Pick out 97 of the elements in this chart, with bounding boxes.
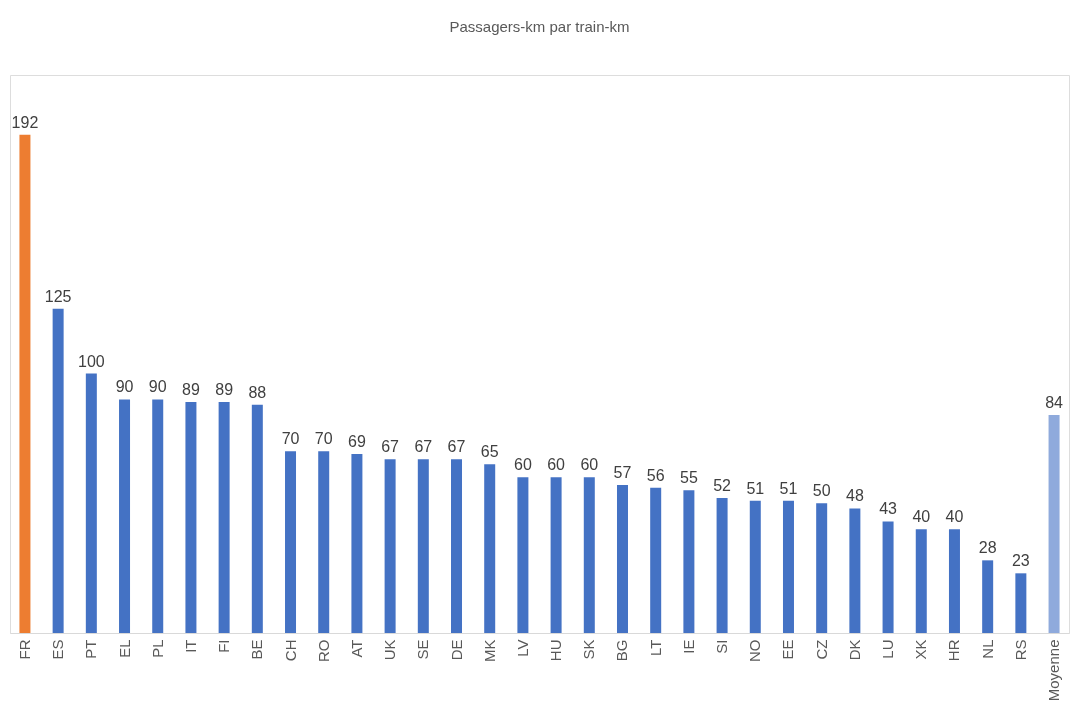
data-label: 57 — [613, 464, 632, 482]
bar — [185, 402, 197, 633]
x-tick-label: PL — [148, 639, 166, 658]
bar — [152, 399, 164, 633]
data-label: 88 — [248, 383, 267, 401]
x-tick-label: UK — [381, 639, 399, 661]
x-tick-label: SI — [713, 639, 731, 654]
data-label: 70 — [281, 430, 300, 448]
data-label: 60 — [514, 456, 532, 474]
bar — [749, 500, 761, 633]
x-tick-label: CH — [281, 639, 299, 662]
bar — [982, 560, 994, 633]
bar — [19, 134, 31, 633]
bar — [550, 477, 562, 633]
x-tick-label: IE — [679, 639, 697, 654]
bar — [1048, 415, 1060, 633]
x-tick-label: DK — [845, 639, 863, 661]
x-tick-label: MK — [480, 639, 498, 662]
x-tick-label: HR — [945, 639, 963, 662]
x-tick-label: HU — [547, 639, 565, 662]
data-label: 40 — [945, 508, 964, 526]
data-label: 51 — [746, 479, 765, 497]
bar — [882, 521, 894, 633]
x-tick-label: LT — [646, 639, 664, 656]
data-label: 67 — [414, 438, 433, 456]
chart-title: Passagers-km par train-km — [449, 18, 630, 35]
x-tick-label: SK — [580, 639, 598, 660]
data-label: 89 — [182, 381, 200, 399]
x-tick-label: EE — [779, 639, 797, 660]
x-tick-label: XK — [912, 639, 930, 660]
x-tick-label: NO — [746, 639, 764, 662]
data-label: 56 — [646, 466, 665, 484]
bar — [650, 487, 662, 633]
x-tick-label: AT — [347, 639, 365, 658]
bar — [948, 529, 960, 633]
x-tick-label: BE — [248, 639, 266, 660]
x-tick-label: RO — [314, 639, 332, 662]
bar — [616, 485, 628, 633]
bar — [915, 529, 927, 633]
data-label: 67 — [381, 438, 400, 456]
x-tick-label: EL — [115, 639, 133, 658]
x-tick-label: Moyenne — [1045, 639, 1063, 702]
x-tick-label: FI — [215, 639, 233, 653]
data-label: 65 — [480, 443, 499, 461]
bar — [849, 508, 861, 633]
bar — [517, 477, 529, 633]
data-label: 48 — [845, 487, 864, 505]
data-label: 52 — [713, 477, 732, 495]
data-label: 69 — [348, 432, 366, 450]
data-label: 90 — [115, 378, 134, 396]
bar — [218, 402, 230, 633]
bar — [451, 459, 463, 633]
bar — [816, 503, 828, 633]
bar — [683, 490, 695, 633]
data-label: 192 — [11, 113, 39, 131]
bar — [85, 373, 97, 633]
bar — [484, 464, 496, 633]
bar — [384, 459, 396, 633]
data-label: 90 — [148, 378, 167, 396]
bar — [52, 308, 64, 633]
x-tick-label: ES — [49, 639, 67, 660]
x-tick-label: LU — [879, 639, 897, 659]
data-label: 23 — [1011, 552, 1030, 570]
data-label: 40 — [912, 508, 931, 526]
bar — [583, 477, 595, 633]
x-tick-label: NL — [978, 639, 996, 659]
bar — [782, 500, 794, 633]
x-tick-label: RS — [1011, 639, 1029, 661]
bar — [417, 459, 429, 633]
data-label: 55 — [679, 469, 698, 487]
bar — [716, 498, 728, 633]
data-label: 28 — [978, 539, 997, 557]
data-label: 100 — [77, 352, 105, 370]
data-label: 89 — [215, 381, 234, 399]
bar — [318, 451, 330, 633]
bar — [1015, 573, 1027, 633]
data-label: 51 — [779, 479, 798, 497]
x-tick-label: SE — [414, 639, 432, 660]
x-tick-label: CZ — [812, 639, 830, 660]
data-label: 60 — [580, 456, 599, 474]
bar — [351, 453, 363, 633]
x-tick-label: BG — [613, 639, 631, 662]
x-tick-label: DE — [447, 639, 465, 661]
data-label: 125 — [44, 287, 72, 305]
data-label: 50 — [812, 482, 831, 500]
bar — [251, 404, 263, 633]
x-tick-label: FR — [15, 639, 33, 660]
x-tick-label: LV — [513, 639, 531, 657]
bar — [119, 399, 131, 633]
bar — [285, 451, 297, 633]
x-tick-label: IT — [181, 639, 199, 653]
data-label: 84 — [1045, 394, 1064, 412]
data-label: 70 — [314, 430, 333, 448]
data-label: 43 — [879, 500, 898, 518]
data-label: 60 — [547, 456, 566, 474]
data-label: 67 — [447, 438, 466, 456]
x-tick-label: PT — [82, 639, 100, 659]
